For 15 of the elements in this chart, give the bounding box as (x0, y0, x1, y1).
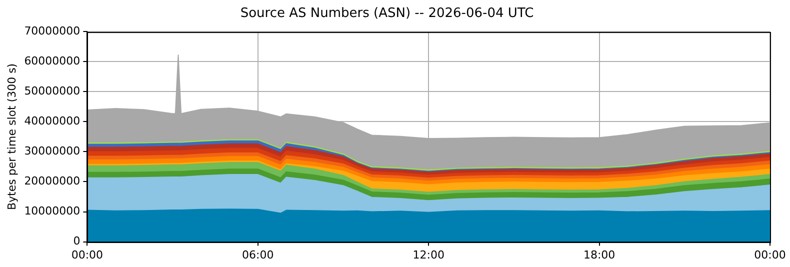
y-tick-label: 0 (73, 234, 80, 248)
x-tick-label: 18:00 (583, 248, 616, 262)
y-tick-label: 50000000 (24, 84, 80, 98)
x-tick-label: 06:00 (242, 248, 274, 262)
y-axis-title: Bytes per time slot (300 s) (5, 63, 18, 210)
y-tick-label: 60000000 (24, 54, 80, 68)
x-tick-label: 00:00 (754, 248, 786, 262)
y-tick-label: 20000000 (24, 174, 80, 188)
y-tick-label: 30000000 (24, 144, 80, 158)
chart-title: Source AS Numbers (ASN) -- 2026-06-04 UTC (240, 6, 534, 22)
y-tick-label: 10000000 (24, 204, 80, 218)
y-tick-label: 40000000 (24, 114, 80, 128)
y-tick-label: 70000000 (24, 24, 80, 38)
x-tick-label: 00:00 (71, 248, 104, 262)
x-tick-label: 12:00 (412, 248, 444, 262)
